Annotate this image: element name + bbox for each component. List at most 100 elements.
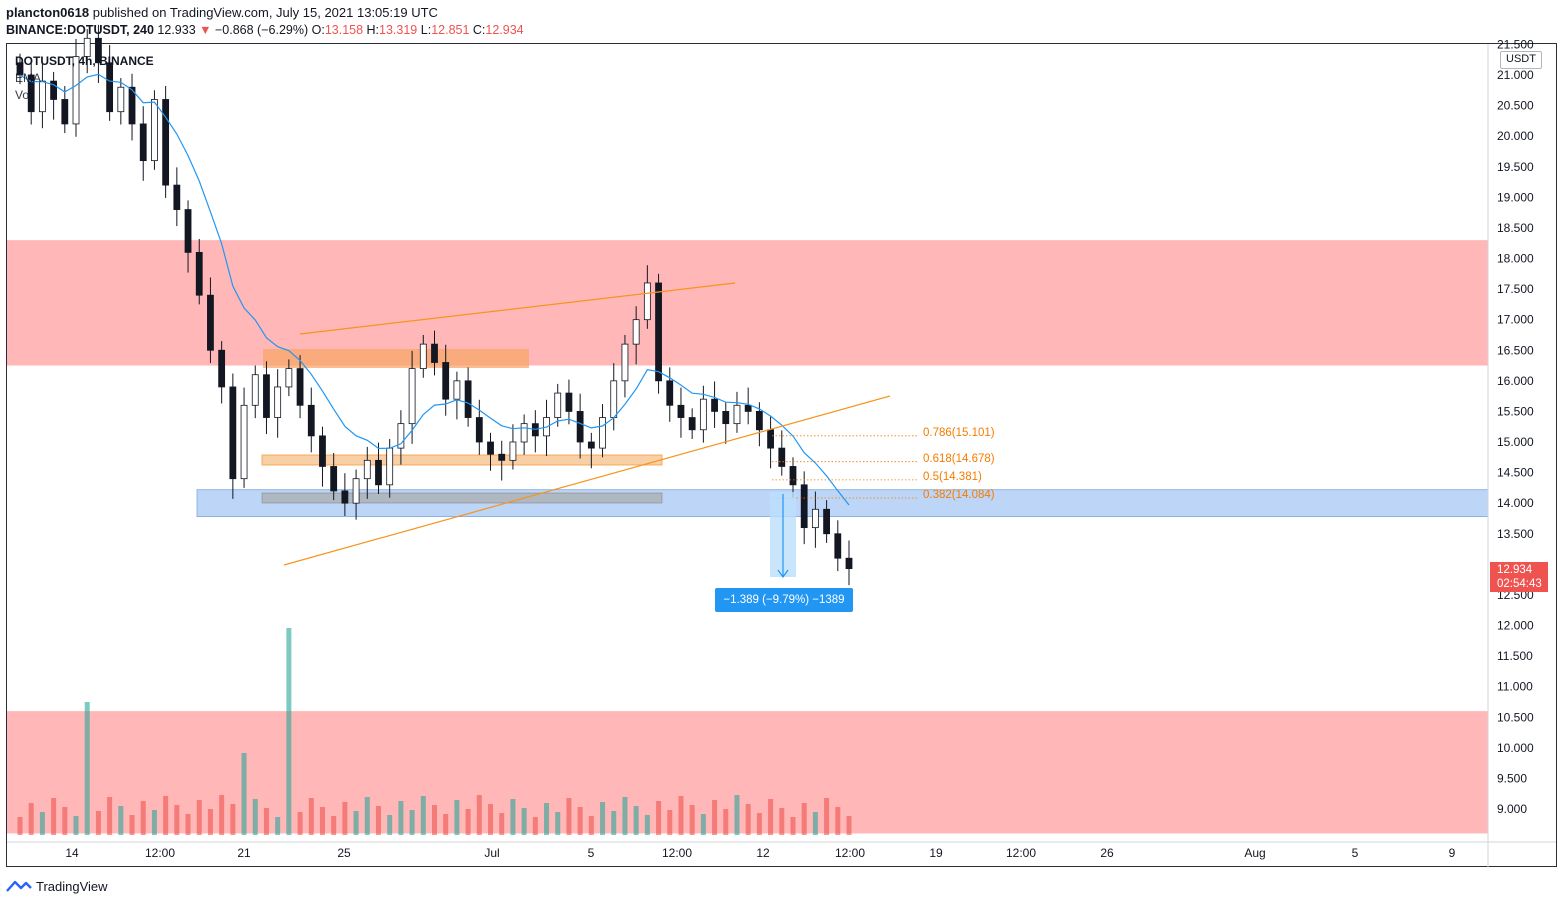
candle-body — [363, 459, 371, 480]
candle-body — [811, 508, 819, 529]
price-axis-label: 16.000 — [1497, 374, 1534, 388]
low-label: L: — [420, 23, 432, 37]
volume-bar — [756, 813, 762, 835]
candle-body — [83, 37, 91, 58]
chart-legend: DOTUSDT, 4h, BINANCE EMA Vol — [15, 53, 154, 104]
volume-bar — [443, 814, 449, 835]
candle-body — [565, 392, 573, 412]
open-value: 13.158 — [324, 23, 364, 37]
volume-bar — [555, 812, 561, 835]
measure-arrow-head — [777, 569, 789, 579]
chart-frame[interactable] — [6, 43, 1557, 867]
volume-bar — [432, 805, 437, 835]
volume-bar — [488, 804, 494, 835]
volume-bar — [700, 814, 706, 835]
candle-body — [587, 441, 595, 449]
author-name[interactable]: plancton0618 — [6, 5, 90, 20]
volume-bar — [510, 799, 516, 835]
volume-bar — [39, 812, 45, 835]
candle-body — [296, 368, 304, 406]
candle-body — [554, 392, 562, 418]
candle-body — [789, 466, 797, 486]
volume-bar — [331, 816, 337, 835]
price-axis-label: 15.500 — [1497, 404, 1534, 418]
candle-body — [767, 429, 774, 449]
last-price-value: 12.934 — [1497, 564, 1533, 576]
footer-brand[interactable]: TradingView — [6, 876, 108, 896]
candle-body — [699, 398, 707, 431]
volume-bar — [275, 817, 281, 835]
candle-body — [643, 282, 651, 321]
candle-body — [27, 74, 35, 113]
currency-unit-badge[interactable]: USDT — [1500, 51, 1542, 69]
candle-body — [117, 86, 125, 113]
candle-body — [50, 80, 58, 100]
price-axis-label: 10.000 — [1497, 741, 1534, 755]
candle-body — [173, 184, 181, 210]
volume-bar — [107, 797, 113, 835]
volume-bar — [476, 795, 482, 835]
volume-bar — [163, 796, 169, 835]
price-axis-label: 20.000 — [1497, 129, 1534, 143]
time-axis-label: 12 — [756, 846, 770, 860]
volume-bar — [398, 801, 404, 835]
candle-body — [128, 86, 136, 125]
volume-bar — [252, 799, 258, 835]
legend-volume[interactable]: Vol — [15, 88, 32, 102]
time-axis-label: Aug — [1244, 846, 1265, 860]
price-axis-label: 18.500 — [1497, 221, 1534, 235]
volume-bar — [196, 800, 202, 835]
volume-bar — [207, 809, 213, 835]
candle-body — [800, 484, 808, 529]
candle-body — [72, 56, 80, 125]
publish-line: plancton0618 published on TradingView.co… — [6, 5, 438, 20]
candle-body — [330, 466, 338, 492]
volume-bar — [151, 810, 157, 835]
candle-body — [375, 459, 382, 486]
volume-bar — [745, 804, 751, 835]
candle-body — [632, 319, 640, 345]
candle-body — [666, 380, 674, 406]
volume-bar — [633, 806, 639, 835]
volume-bar — [588, 816, 594, 835]
high-label: H: — [366, 23, 380, 37]
price-axis-label: 20.500 — [1497, 99, 1534, 113]
time-axis-label: Jul — [484, 846, 499, 860]
down-arrow-icon: ▼ — [199, 23, 212, 37]
candle-body — [677, 404, 685, 418]
volume-bar — [420, 796, 426, 835]
time-axis-label: 25 — [337, 846, 351, 860]
volume-bar — [409, 810, 415, 835]
candle-body — [778, 447, 786, 467]
time-axis-label: 9 — [1449, 846, 1456, 860]
high-value: 13.319 — [379, 23, 418, 37]
open-label: O: — [311, 23, 325, 37]
volume-bar — [308, 798, 314, 835]
volume-bar — [712, 800, 718, 835]
volume-bar — [734, 795, 740, 835]
low-value: 12.851 — [431, 23, 470, 37]
fib-level-label: 0.786(15.101) — [923, 426, 995, 439]
trendline-lower — [283, 395, 891, 566]
candle-body — [845, 557, 853, 570]
candle-body — [162, 99, 170, 186]
time-axis-label: 26 — [1100, 846, 1114, 860]
candle-body — [823, 508, 830, 535]
legend-symbol[interactable]: DOTUSDT, 4h, BINANCE — [15, 54, 154, 68]
fib-level-label: 0.5(14.381) — [923, 470, 982, 483]
volume-bar — [600, 802, 606, 835]
zone-resistance — [7, 240, 1488, 366]
volume-bar — [611, 811, 617, 835]
volume-bar — [140, 801, 146, 835]
candle-body — [733, 404, 741, 425]
candle-body — [498, 453, 506, 461]
price-axis-label: 19.000 — [1497, 190, 1534, 204]
candle-body — [307, 404, 315, 437]
zone-orange-box — [263, 349, 529, 368]
candle-body — [453, 380, 461, 400]
price-range-measure[interactable]: −1.389 (−9.79%) −1389 — [715, 588, 853, 612]
price-axis-label: 9.500 — [1497, 771, 1527, 785]
candle-body — [688, 417, 696, 431]
legend-ema[interactable]: EMA — [15, 71, 42, 85]
